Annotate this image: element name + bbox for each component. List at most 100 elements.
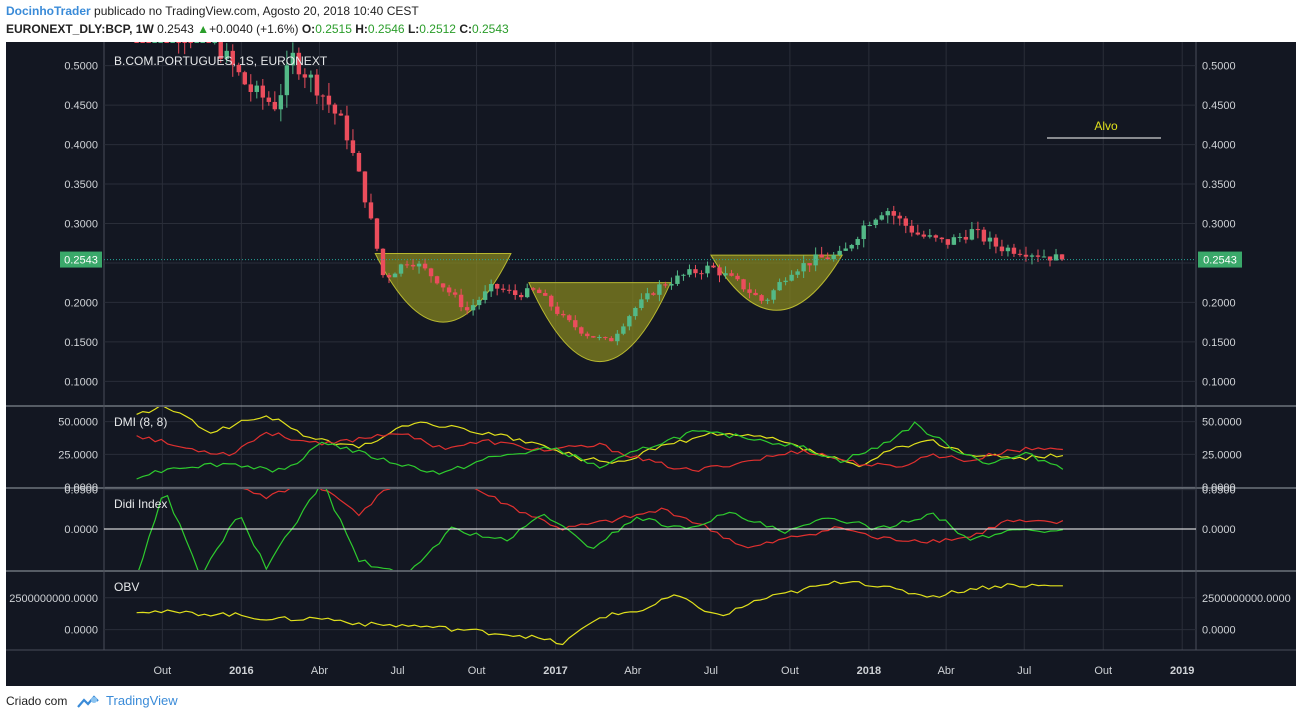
candle-body [314, 74, 320, 96]
candle-body [494, 283, 500, 289]
candle-body [531, 288, 536, 290]
candle-body [1059, 254, 1065, 260]
candle-body [657, 284, 662, 295]
y-tick-label-left: 25.0000 [58, 449, 98, 461]
candle-body [482, 291, 488, 300]
candle-body [224, 50, 229, 59]
candle-body [464, 307, 470, 311]
candle-body [320, 95, 326, 97]
candle-body [903, 218, 908, 226]
tradingview-link[interactable]: TradingView [106, 693, 178, 708]
x-tick-label: Out [468, 665, 486, 677]
candle-body [152, 42, 157, 43]
y-tick-label-left: 50.0000 [58, 417, 98, 429]
y-tick-label-left: 0.4500 [64, 100, 98, 112]
publish-line: DocinhoTrader publicado no TradingView.c… [6, 4, 419, 18]
quote-line: EURONEXT_DLY:BCP, 1W 0.2543 ▲+0.0040 (+1… [6, 22, 509, 36]
y-tick-label-right: 0.0000 [1202, 482, 1236, 494]
candle-body [939, 237, 945, 240]
y-tick-label-left: 0.0000 [64, 482, 98, 494]
candle-body [296, 52, 302, 75]
candle-body [230, 50, 235, 65]
candle-body [819, 254, 824, 258]
candle-body [621, 326, 626, 334]
chart-area[interactable]: Out 2016 Abr Jul Out 2017 Abr Jul Out 2018 Abr Jul O… [6, 42, 1296, 686]
candle-body [422, 263, 428, 269]
candle-body [825, 257, 830, 260]
candle-body [176, 42, 181, 43]
candle-body [434, 276, 440, 284]
candle-body [981, 229, 987, 242]
high-label: H: [355, 22, 368, 36]
candle-body [915, 232, 921, 235]
candle-body [488, 283, 494, 292]
candle-body [867, 225, 872, 227]
candle-body [963, 236, 969, 240]
candle-body [134, 42, 139, 43]
y-tick-label-left: 0.4000 [64, 140, 98, 152]
candle-body [561, 313, 566, 316]
candle-body [512, 290, 518, 295]
candle-body [332, 104, 338, 114]
author-link[interactable]: DocinhoTrader [6, 4, 91, 18]
candle-body [266, 97, 272, 102]
candle-body [1023, 254, 1029, 257]
candle-body [158, 42, 163, 43]
candle-body [675, 275, 680, 284]
x-tick-label: 2018 [857, 665, 881, 677]
candle-body [591, 336, 596, 338]
candle-body [957, 236, 963, 238]
candle-body [615, 333, 620, 342]
candle-body [633, 307, 638, 317]
candle-body [585, 333, 590, 337]
candle-body [518, 294, 524, 298]
candle-body [705, 265, 710, 274]
candle-body [356, 152, 362, 172]
candle-body [242, 72, 247, 85]
candle-body [1005, 247, 1011, 252]
x-tick-label: Abr [311, 665, 328, 677]
change-up-icon: ▲ [197, 22, 210, 36]
candle-body [861, 225, 866, 240]
indicator-line-yellow [136, 407, 1064, 468]
x-tick-label: Out [781, 665, 799, 677]
footer: Criado com TradingView [6, 693, 178, 709]
indicator-title: Didi Index [114, 497, 167, 511]
candle-body [987, 237, 993, 242]
candle-body [254, 85, 259, 92]
candle-body [717, 267, 722, 276]
candle-body [807, 263, 812, 266]
candle-body [1041, 256, 1047, 258]
candle-body [663, 284, 668, 286]
candle-body [1011, 247, 1017, 254]
price-pane-title: B.COM.PORTUGUES, 1S, EURONEXT [114, 54, 328, 68]
y-tick-label-left: 0.3000 [64, 219, 98, 231]
y-tick-label-right: 0.4000 [1202, 140, 1236, 152]
candle-body [344, 115, 350, 141]
candle-body [669, 283, 674, 286]
y-tick-label-right: 50.0000 [1202, 417, 1242, 429]
candle-body [410, 264, 416, 267]
low-label: L: [407, 22, 420, 36]
candle-body [573, 320, 578, 328]
candle-body [1047, 256, 1053, 261]
last-price-label-left: 0.2543 [64, 255, 98, 267]
y-tick-label-left: 0.0500 [64, 485, 98, 497]
x-tick-label: Jul [1017, 665, 1031, 677]
candle-body [140, 42, 145, 43]
symbol-label: EURONEXT_DLY:BCP, 1W [6, 22, 154, 36]
candle-body [446, 287, 452, 293]
candle-body [879, 215, 884, 220]
x-tick-label: 2019 [1170, 665, 1194, 677]
candle-body [609, 338, 614, 342]
candle-body [897, 215, 902, 219]
y-tick-label-right: 0.3500 [1202, 179, 1236, 191]
candle-body [308, 74, 314, 78]
candle-body [549, 295, 554, 307]
candle-body [777, 282, 782, 291]
close-label: C: [459, 22, 472, 36]
candle-body [338, 113, 344, 116]
candle-body [681, 274, 686, 276]
candle-body [537, 289, 542, 294]
candle-body [525, 288, 530, 298]
